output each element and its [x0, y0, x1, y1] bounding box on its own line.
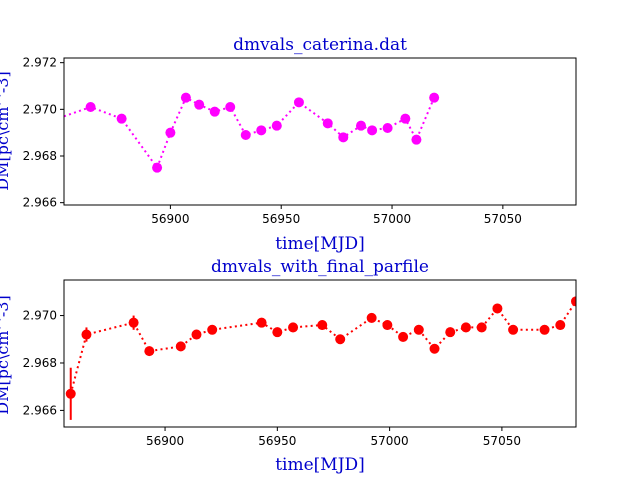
top-data-point	[400, 113, 411, 124]
bottom-chart-title: dmvals_with_final_parfile	[211, 257, 429, 277]
bottom-data-point	[256, 317, 267, 328]
top-x-tick-label: 56900	[151, 212, 189, 226]
top-axes-frame	[63, 57, 577, 206]
top-data-point	[256, 125, 267, 136]
top-x-tick-label: 56950	[262, 212, 300, 226]
bottom-x-tick-label: 56900	[146, 434, 184, 448]
bottom-x-tick-label: 57000	[371, 434, 409, 448]
bottom-data-point	[492, 303, 503, 314]
top-y-tick-label: 2.970	[23, 102, 57, 116]
bottom-data-point	[335, 334, 346, 345]
bottom-data-point	[128, 317, 139, 328]
top-y-axis-label: DM[pc\cm^-3]	[0, 71, 12, 190]
bottom-y-tick-label: 2.970	[23, 309, 57, 323]
bottom-y-axis-label: DM[pc\cm^-3]	[0, 295, 12, 414]
top-data-point	[152, 162, 163, 173]
top-data-point	[293, 97, 304, 108]
bottom-data-point	[144, 346, 155, 357]
bottom-y-tick-label: 2.966	[23, 403, 57, 417]
bottom-data-point	[508, 324, 519, 335]
top-data-point	[356, 120, 367, 131]
bottom-x-tick-label: 56950	[258, 434, 296, 448]
bottom-panel: dmvals_with_final_parfile time[MJD] DM[p…	[0, 257, 577, 475]
bottom-data-point	[207, 324, 218, 335]
bottom-data-point	[398, 331, 409, 342]
top-x-tick-label: 57050	[484, 212, 522, 226]
bottom-data-point	[272, 327, 283, 338]
top-data-point	[240, 130, 251, 140]
top-x-axis-label: time[MJD]	[275, 234, 365, 254]
top-data-point	[367, 125, 378, 136]
bottom-x-tick-label: 57050	[483, 434, 521, 448]
bottom-data-point	[382, 320, 393, 331]
top-panel: dmvals_caterina.dat time[MJD] DM[pc\cm^-…	[0, 35, 577, 254]
top-data-point	[382, 123, 393, 133]
bottom-data-point	[555, 320, 566, 331]
top-data-point	[116, 113, 127, 124]
bottom-y-tick-label: 2.968	[23, 356, 57, 370]
top-chart-title: dmvals_caterina.dat	[233, 35, 407, 55]
top-y-tick-label: 2.972	[23, 56, 57, 70]
bottom-data-point	[445, 327, 456, 338]
bottom-data-point	[366, 312, 377, 323]
top-data-point	[165, 127, 176, 138]
bottom-data-point	[191, 329, 202, 340]
bottom-data-point	[65, 388, 76, 399]
bottom-plot-area	[65, 296, 576, 420]
top-data-point	[209, 106, 220, 117]
top-x-tick-label: 57000	[373, 212, 411, 226]
top-data-point	[85, 102, 96, 112]
bottom-axes-frame	[63, 279, 577, 428]
bottom-data-point	[460, 322, 471, 333]
top-data-point	[225, 102, 236, 112]
top-y-tick-label: 2.966	[23, 196, 57, 210]
top-data-point	[322, 118, 333, 129]
top-data-point	[271, 120, 282, 131]
top-data-point	[194, 99, 205, 110]
top-data-point	[429, 92, 440, 103]
bottom-data-point	[288, 322, 299, 333]
bottom-data-point	[175, 341, 186, 352]
bottom-x-axis-label: time[MJD]	[275, 455, 365, 475]
top-data-point	[180, 92, 191, 103]
bottom-data-point	[317, 320, 328, 331]
bottom-data-point	[429, 343, 440, 354]
top-data-point	[338, 132, 349, 143]
bottom-data-point	[476, 322, 487, 333]
top-series-line	[64, 96, 436, 170]
top-y-tick-label: 2.968	[23, 149, 57, 163]
bottom-data-point	[571, 296, 576, 307]
bottom-data-point	[539, 324, 550, 335]
bottom-data-point	[81, 329, 92, 340]
top-data-point	[411, 134, 422, 145]
top-plot-area	[64, 92, 440, 173]
bottom-data-point	[413, 324, 424, 335]
